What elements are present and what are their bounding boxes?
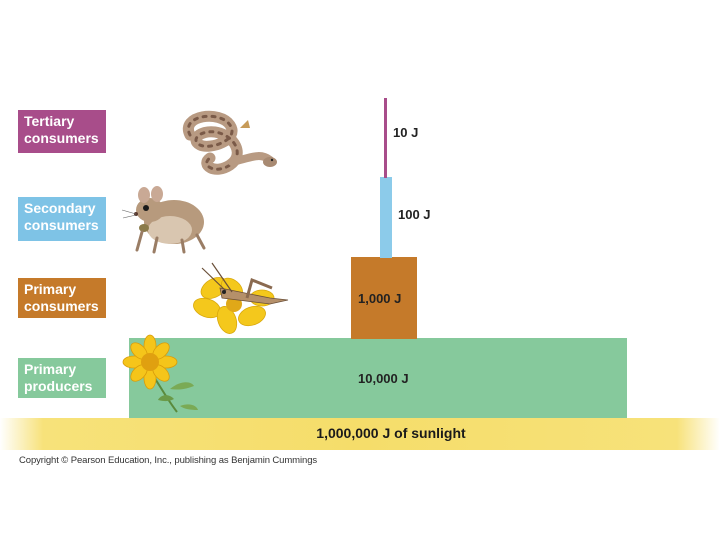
copyright-notice: Copyright © Pearson Education, Inc., pub… bbox=[19, 455, 318, 466]
grasshopper-icon bbox=[193, 262, 289, 334]
producers-energy-value: 10,000 J bbox=[358, 371, 409, 386]
secondary-consumers-label: Secondary consumers bbox=[18, 197, 106, 241]
snake-icon bbox=[183, 110, 277, 175]
secondary-consumers-bar bbox=[380, 177, 392, 258]
tertiary-consumers-bar bbox=[384, 98, 387, 178]
primary-consumers-label: Primary consumers bbox=[18, 278, 106, 318]
primary-consumers-energy-value: 1,000 J bbox=[358, 291, 402, 306]
primary-producers-label: Primary producers bbox=[18, 358, 106, 398]
secondary-consumers-energy-value: 100 J bbox=[398, 207, 431, 222]
tertiary-consumers-energy-value: 10 J bbox=[393, 125, 419, 140]
flower-icon bbox=[122, 334, 198, 413]
producers-bar bbox=[129, 338, 627, 418]
sunlight-band bbox=[0, 418, 720, 450]
sunlight-label: 1,000,000 J of sunlight bbox=[316, 425, 466, 441]
primary-consumers-bar bbox=[351, 257, 417, 339]
tertiary-consumers-label: Tertiary consumers bbox=[18, 110, 106, 153]
mouse-icon bbox=[121, 186, 206, 254]
